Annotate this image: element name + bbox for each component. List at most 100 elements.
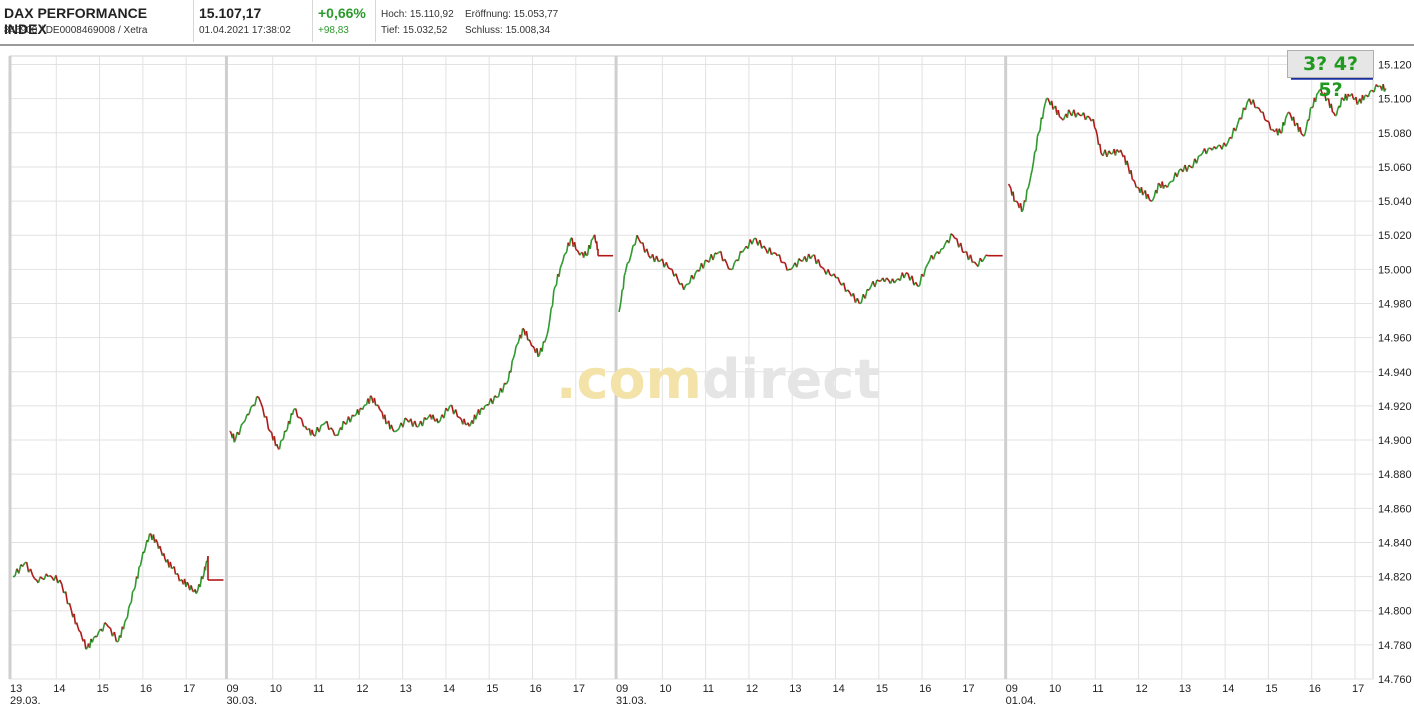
- price-segment: [147, 533, 151, 542]
- x-tick-label: 15: [1265, 683, 1277, 695]
- instrument-name: DAX PERFORMANCE INDEX: [4, 5, 148, 37]
- y-tick-label: 14.820: [1378, 572, 1412, 584]
- instrument-ids: 846900 / DE0008469008 / Xetra: [4, 25, 148, 36]
- price-segment: [1119, 149, 1123, 154]
- price-segment: [259, 401, 264, 408]
- price-segment: [507, 370, 511, 381]
- price-segment: [391, 428, 395, 432]
- price-segment: [113, 631, 118, 642]
- price-segment: [510, 360, 513, 373]
- price-segment: [294, 408, 299, 418]
- price-segment: [712, 252, 716, 261]
- x-tick-label: 16: [919, 683, 931, 695]
- price-segment: [413, 420, 418, 428]
- price-segment: [176, 572, 179, 576]
- price-segment: [132, 589, 135, 593]
- price-segment: [1066, 109, 1070, 119]
- change-cell: +0,66% +98,83: [313, 0, 376, 42]
- price-segment: [1044, 98, 1048, 104]
- price-segment: [139, 559, 143, 567]
- price-segment: [22, 562, 26, 567]
- price-segment: [273, 436, 277, 447]
- price-segment: [620, 289, 623, 300]
- price-segment: [924, 263, 929, 269]
- price-segment: [1309, 106, 1313, 109]
- x-tick-label: 11: [1092, 683, 1103, 695]
- price-segment: [798, 258, 802, 262]
- price-segment: [377, 405, 381, 410]
- price-segment: [833, 273, 837, 279]
- comdirect-watermark: .comdirect: [556, 348, 880, 411]
- price-segment: [25, 562, 30, 573]
- price-segment: [551, 290, 555, 306]
- price-segment: [876, 279, 880, 282]
- price-segment: [864, 289, 868, 299]
- price-segment: [1077, 112, 1081, 116]
- y-tick-label: 14.880: [1378, 469, 1412, 481]
- price-segment: [267, 428, 272, 433]
- price-segment: [234, 431, 239, 441]
- price-segment: [361, 405, 365, 410]
- price-segment: [175, 572, 178, 576]
- price-segment: [1024, 189, 1028, 202]
- price-segment: [163, 553, 166, 560]
- price-segment: [1195, 155, 1200, 164]
- price-segment: [915, 281, 919, 287]
- price-segment: [1152, 195, 1156, 200]
- price-segment: [665, 261, 669, 268]
- price-segment: [1110, 152, 1114, 155]
- price-segment: [1205, 148, 1210, 155]
- price-segment: [1308, 108, 1312, 121]
- price-segment: [1036, 132, 1040, 137]
- price-segment: [1050, 100, 1054, 110]
- y-tick-label: 14.960: [1378, 333, 1412, 345]
- stat-close: Schluss: 15.008,34: [465, 25, 551, 36]
- price-segment: [1114, 149, 1118, 156]
- price-segment: [385, 422, 388, 425]
- price-segment: [575, 248, 578, 251]
- price-segment: [725, 262, 730, 270]
- y-tick-label: 14.980: [1378, 298, 1412, 310]
- price-segment: [619, 299, 622, 307]
- price-segment: [1188, 164, 1192, 168]
- price-segment: [778, 254, 783, 263]
- price-segment: [645, 248, 650, 256]
- y-tick-label: 14.940: [1378, 367, 1412, 379]
- x-tick-label: 17: [573, 683, 585, 695]
- price-segment: [675, 273, 679, 281]
- price-segment: [351, 414, 355, 417]
- price-segment: [1116, 149, 1119, 152]
- last-price: 15.107,17: [199, 5, 262, 21]
- price-segment: [229, 431, 233, 435]
- x-tick-label: 14: [53, 683, 65, 695]
- price-segment: [186, 581, 190, 586]
- price-segment: [852, 293, 857, 303]
- price-segment: [589, 239, 593, 250]
- price-segment: [18, 564, 22, 574]
- x-tick-label: 10: [659, 683, 671, 695]
- price-segment: [299, 416, 303, 420]
- price-segment: [1028, 175, 1032, 183]
- price-segment: [1270, 128, 1273, 131]
- price-segment: [1176, 170, 1180, 178]
- price-segment: [254, 396, 258, 406]
- price-segment: [341, 421, 344, 431]
- price-segment: [511, 357, 515, 362]
- price-segment: [593, 234, 597, 241]
- price-segment: [92, 635, 96, 639]
- price-segment: [952, 234, 956, 239]
- price-segment: [790, 266, 794, 270]
- price-segment: [893, 279, 898, 284]
- price-segment: [592, 234, 595, 240]
- y-tick-label: 14.860: [1378, 503, 1412, 515]
- price-segment: [576, 249, 580, 253]
- price-segment: [868, 286, 872, 291]
- price-segment: [835, 276, 839, 279]
- price-segment: [1156, 183, 1160, 194]
- price-segment: [541, 341, 545, 352]
- price-segment: [564, 251, 568, 254]
- price-segment: [1369, 89, 1373, 92]
- price-segment: [1095, 129, 1098, 136]
- price-segment: [536, 348, 539, 357]
- price-segment: [525, 331, 529, 341]
